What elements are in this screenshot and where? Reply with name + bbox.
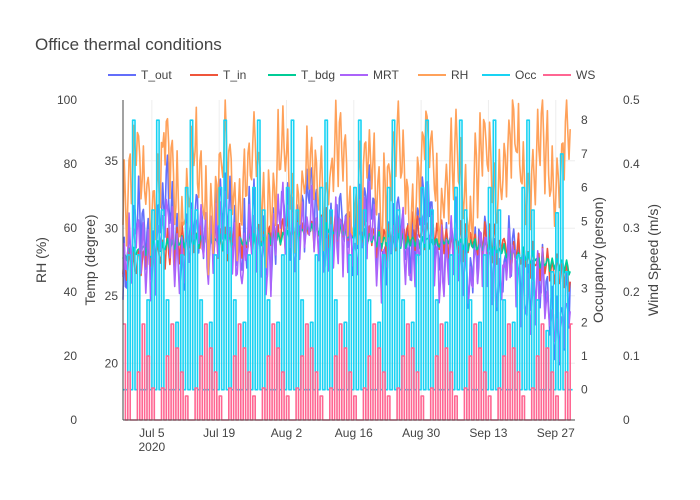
ws-tick-label: 0 [623,413,630,427]
legend-label: WS [576,68,595,82]
legend-label: T_bdg [301,68,335,82]
ws-tick-label: 0.3 [623,221,640,235]
y-axis-label-rh: RH (%) [33,237,49,283]
temp-tick-label: 30 [105,221,119,235]
rh-tick-label: 100 [57,93,77,107]
rh-tick-label: 0 [70,413,77,427]
ws-tick-label: 0.4 [623,157,640,171]
rh-tick-label: 40 [64,285,78,299]
legend-label: MRT [373,68,399,82]
temp-tick-label: 20 [105,356,119,370]
ws-tick-label: 0.5 [623,93,640,107]
legend: T_out T_in T_bdg MRT RH Occ WS [108,68,595,82]
x-tick-label: Jul 19 [203,426,235,440]
occ-tick-label: 7 [581,147,588,161]
legend-label: T_in [223,68,246,82]
temp-tick-label: 35 [105,154,119,168]
x-tick-label: Sep 27 [537,426,575,440]
occ-tick-label: 4 [581,248,588,262]
x-tick-label: Sep 13 [469,426,507,440]
y-axis-label-ws: Wind Speed (m/s) [645,204,661,316]
occ-tick-label: 3 [581,282,588,296]
occ-tick-label: 5 [581,214,588,228]
x-tick-label: Aug 30 [402,426,440,440]
legend-label: T_out [141,68,172,82]
occ-tick-label: 2 [581,315,588,329]
ws-tick-label: 0.2 [623,285,640,299]
series-line-occ [123,119,573,391]
rh-tick-label: 60 [64,221,78,235]
x-tick-label: Aug 2 [271,426,303,440]
y-axis-label-temp: Temp (degree) [82,214,98,305]
rh-tick-label: 80 [64,157,78,171]
occ-tick-label: 1 [581,349,588,363]
x-tick-label: Jul 5 [139,426,165,440]
ws-tick-label: 0.1 [623,349,640,363]
chart-title: Office thermal conditions [35,35,222,54]
legend-label: Occ [515,68,536,82]
legend-label: RH [451,68,468,82]
occ-tick-label: 6 [581,181,588,195]
occ-tick-label: 8 [581,113,588,127]
x-tick-label: Aug 16 [335,426,373,440]
y-axis-label-occ: Occupancy (person) [590,197,606,323]
occ-tick-label: 0 [581,383,588,397]
x-tick-sublabel: 2020 [138,440,165,454]
rh-tick-label: 20 [64,349,78,363]
temp-tick-label: 25 [105,289,119,303]
